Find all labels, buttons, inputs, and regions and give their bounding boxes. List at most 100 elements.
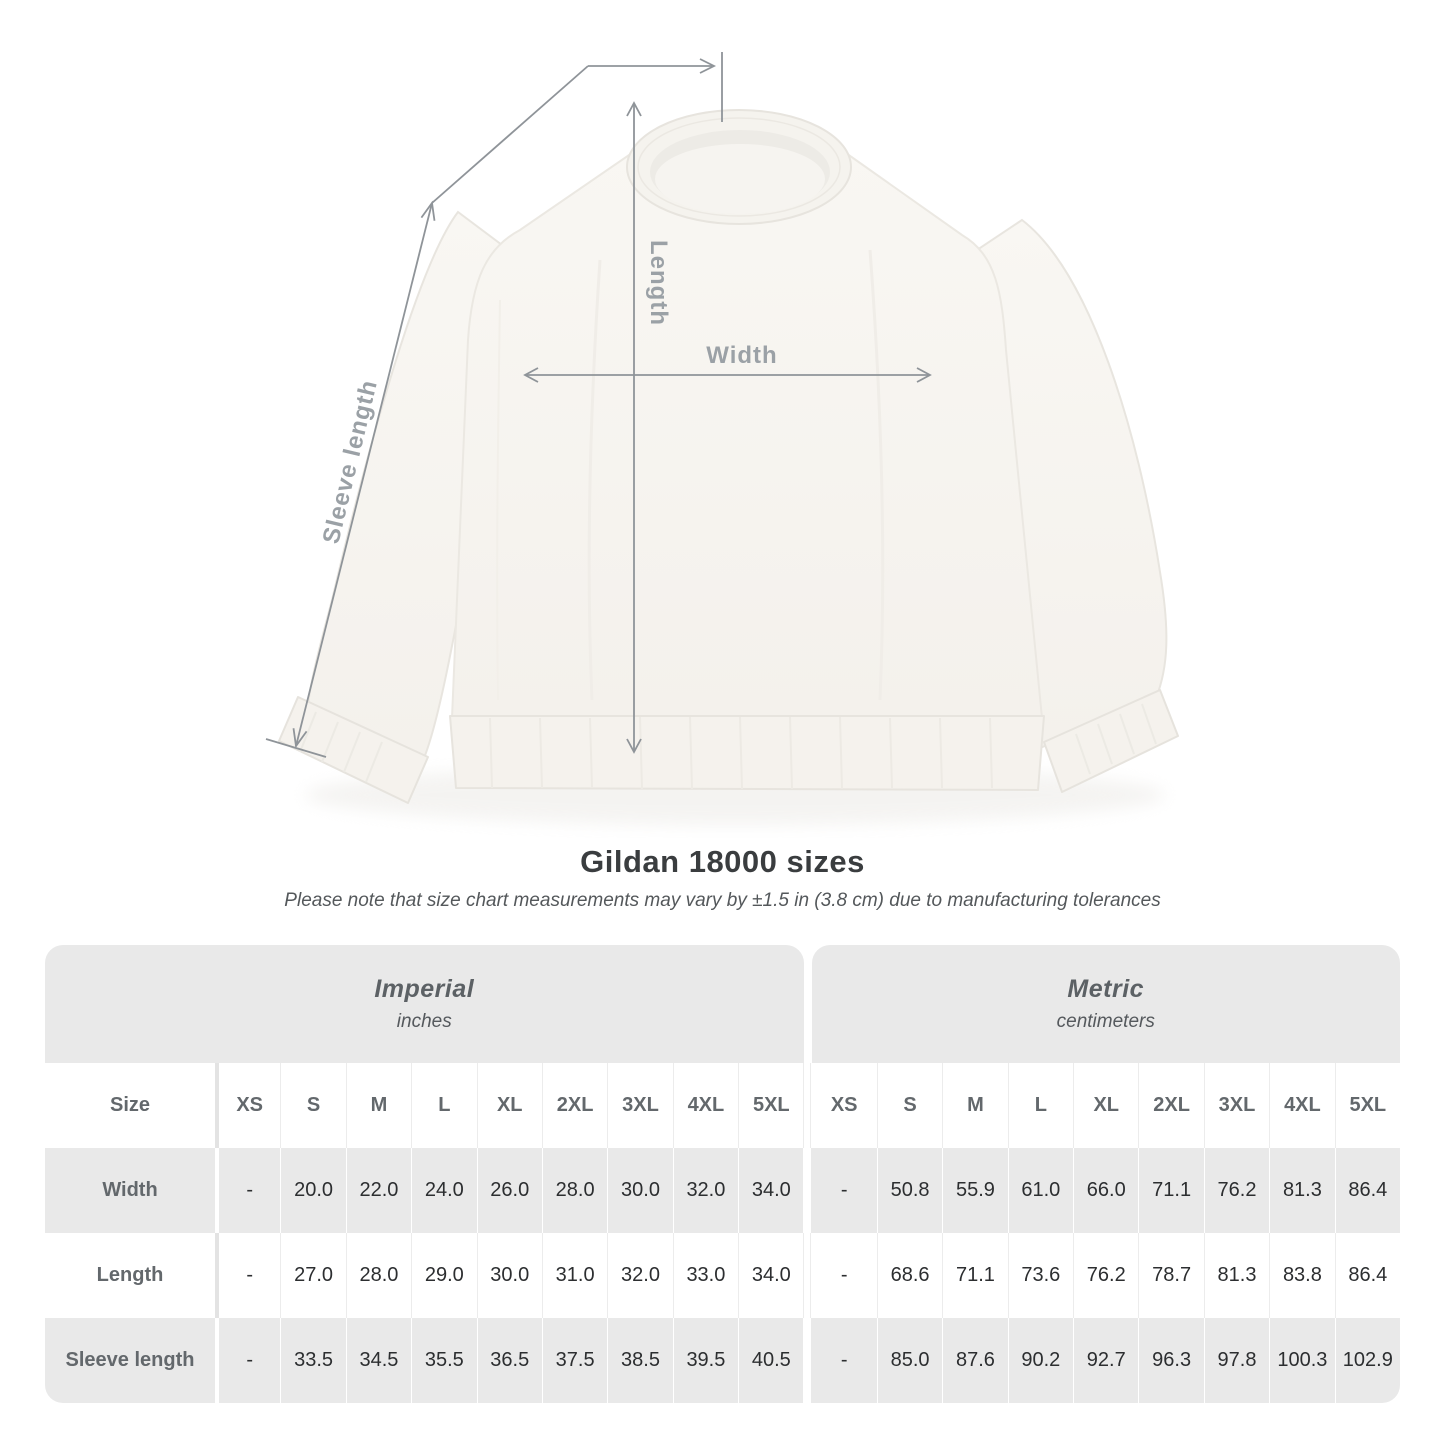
row-label: Length	[96, 1264, 164, 1286]
table-cell: 20.0	[280, 1148, 345, 1233]
table-cell: -	[840, 1349, 848, 1371]
up-arrowhead-icon	[420, 200, 436, 221]
table-cell: 76.2	[1203, 1148, 1269, 1233]
size-table-rows: Size XS S M L XL 2XL 3XL 4XL 5XL XS S M L XL 2XL 3XL 4XL 5…	[45, 1063, 1400, 1403]
table-cell: 40.5	[738, 1318, 803, 1403]
table-cell: 66.0	[1073, 1148, 1138, 1233]
table-cell: 100.3	[1269, 1318, 1334, 1403]
table-cell: -	[840, 1179, 848, 1201]
cuff-end-tick	[265, 738, 327, 758]
group-spacer	[803, 1233, 812, 1318]
size-table: Imperial inches Metric centimeters Size X…	[45, 945, 1400, 1403]
length-label: Length	[645, 240, 672, 326]
table-cell: 4XL	[1269, 1063, 1334, 1148]
table-cell: 31.0	[541, 1233, 607, 1318]
sleeve-length-line	[295, 202, 433, 747]
left-arrowhead-icon	[523, 367, 539, 383]
table-cell: -	[215, 1233, 280, 1318]
table-cell: 3XL	[607, 1063, 672, 1148]
row-label: Sleeve length	[65, 1349, 195, 1371]
table-cell: L	[411, 1063, 476, 1148]
metric-unit: centimeters	[1056, 1011, 1155, 1032]
metric-group-header: Metric centimeters	[811, 945, 1400, 1063]
up-arrowhead-icon	[626, 101, 642, 117]
table-cell: 34.0	[738, 1148, 803, 1233]
group-gap	[804, 945, 812, 1063]
table-cell: 39.5	[672, 1318, 738, 1403]
body-panel	[450, 140, 1044, 719]
table-cell: 28.0	[541, 1148, 607, 1233]
table-cell: 71.1	[1138, 1148, 1203, 1233]
table-cell: 4XL	[672, 1063, 738, 1148]
page-title: Gildan 18000 sizes	[580, 844, 865, 879]
table-cell: 97.8	[1203, 1318, 1269, 1403]
table-cell: 3XL	[1203, 1063, 1269, 1148]
table-cell: 35.5	[411, 1318, 476, 1403]
table-cell: 2XL	[541, 1063, 607, 1148]
width-label: Width	[706, 342, 777, 369]
row-label: Width	[102, 1179, 158, 1201]
table-cell: 30.0	[607, 1148, 672, 1233]
table-cell: 5XL	[738, 1063, 803, 1148]
table-cell: 34.5	[345, 1318, 411, 1403]
table-cell: 33.5	[280, 1318, 345, 1403]
table-cell: 92.7	[1073, 1318, 1138, 1403]
table-cell: XS	[830, 1094, 858, 1116]
table-cell: 81.3	[1203, 1233, 1269, 1318]
group-spacer	[803, 1148, 812, 1233]
table-row: Size XS S M L XL 2XL 3XL 4XL 5XL XS S M L XL 2XL 3XL 4XL 5…	[45, 1063, 1400, 1148]
table-cell: 71.1	[942, 1233, 1007, 1318]
sweatshirt-illustration: Length Width Sleeve length	[265, 52, 1179, 825]
table-cell: -	[215, 1318, 280, 1403]
table-cell: 34.0	[738, 1233, 803, 1318]
garment-diagram: Length Width Sleeve length	[265, 52, 1179, 825]
table-cell: 85.0	[876, 1318, 942, 1403]
table-cell: 50.8	[876, 1148, 942, 1233]
table-cell: 61.0	[1007, 1148, 1073, 1233]
right-arrowhead-icon	[699, 58, 717, 74]
left-sleeve	[278, 210, 518, 804]
table-cell: 68.6	[876, 1233, 942, 1318]
hem-band	[449, 715, 1045, 791]
table-cell: M	[345, 1063, 411, 1148]
table-cell: 27.0	[280, 1233, 345, 1318]
down-arrowhead-icon	[626, 738, 642, 754]
table-cell: 96.3	[1138, 1318, 1203, 1403]
table-cell: -	[840, 1264, 848, 1286]
table-cell: 83.8	[1269, 1233, 1334, 1318]
table-cell: 90.2	[1007, 1318, 1073, 1403]
table-cell: 76.2	[1073, 1233, 1138, 1318]
table-cell: 36.5	[476, 1318, 542, 1403]
table-cell: 32.0	[672, 1148, 738, 1233]
table-cell: 26.0	[476, 1148, 542, 1233]
shoulder-leader-line	[431, 65, 589, 204]
table-cell: 22.0	[345, 1148, 411, 1233]
imperial-group-header: Imperial inches	[45, 945, 804, 1063]
down-arrowhead-icon	[292, 728, 308, 749]
table-cell: 87.6	[942, 1318, 1007, 1403]
table-row: Length -27.0 28.0 29.0 30.0 31.0 32.0 33.0 34.0-…	[45, 1233, 1400, 1318]
table-cell: XL	[1073, 1063, 1138, 1148]
table-cell: 73.6	[1007, 1233, 1073, 1318]
imperial-title: Imperial	[374, 975, 475, 1003]
table-cell: 30.0	[476, 1233, 542, 1318]
metric-title: Metric	[1067, 975, 1145, 1003]
table-cell: -	[215, 1148, 280, 1233]
table-cell: 33.0	[672, 1233, 738, 1318]
table-cell: 5XL	[1334, 1063, 1400, 1148]
table-cell: 32.0	[607, 1233, 672, 1318]
tolerance-note: Please note that size chart measurements…	[284, 890, 1161, 911]
table-row: Sleeve length -33.5 34.5 35.5 36.5 37.5 38.5 39…	[45, 1318, 1400, 1403]
table-cell: 55.9	[942, 1148, 1007, 1233]
table-cell: 38.5	[607, 1318, 672, 1403]
table-cell: 86.4	[1334, 1233, 1400, 1318]
table-cell: 102.9	[1334, 1318, 1400, 1403]
table-cell: XL	[476, 1063, 542, 1148]
measurement-lines	[265, 52, 932, 758]
right-cuff	[1043, 689, 1179, 793]
table-row: Width -20.0 22.0 24.0 26.0 28.0 30.0 32.0 34.0-5…	[45, 1148, 1400, 1233]
unit-group-header: Imperial inches Metric centimeters	[45, 945, 1400, 1063]
table-cell: 86.4	[1334, 1148, 1400, 1233]
table-cell: L	[1007, 1063, 1073, 1148]
